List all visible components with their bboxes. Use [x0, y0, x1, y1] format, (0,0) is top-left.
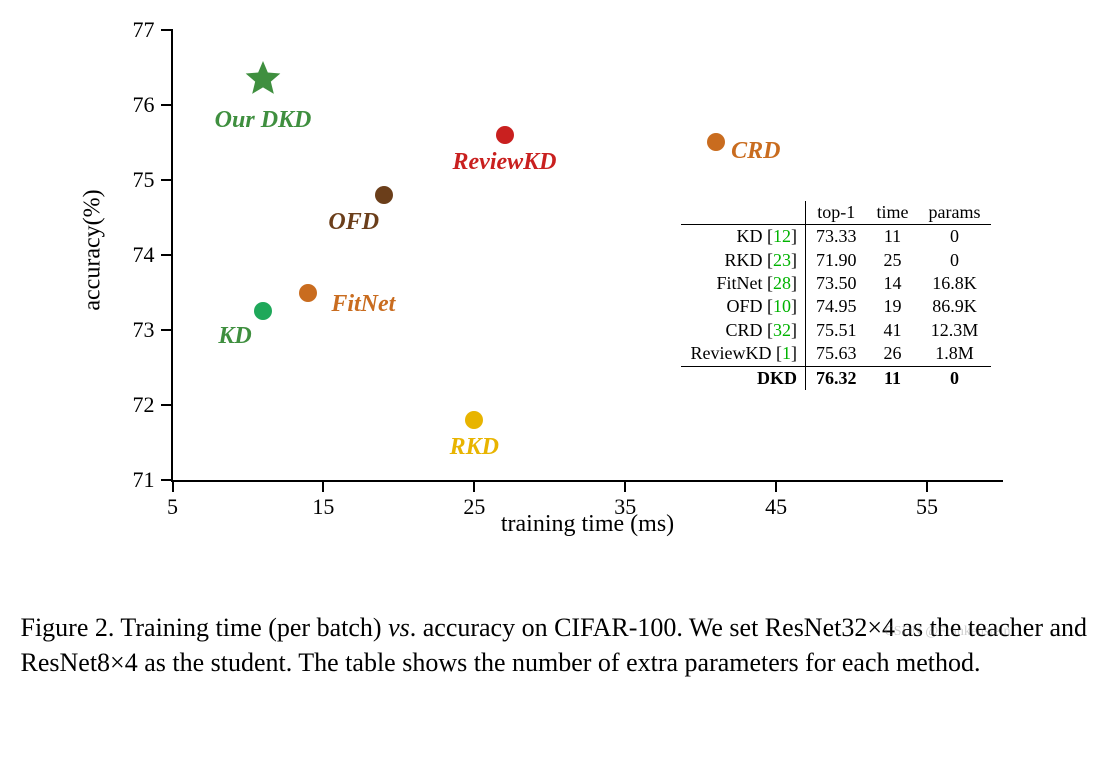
x-tick — [172, 480, 174, 492]
x-tick-label: 55 — [916, 494, 938, 520]
table-cell: 14 — [867, 272, 919, 295]
caption-prefix: Figure 2. Training time (per batch) — [21, 613, 389, 642]
table-row: KD [12]73.33110 — [681, 225, 991, 249]
point-label: OFD — [328, 209, 379, 236]
table-cell: 16.8K — [919, 272, 991, 295]
table-row-label: ReviewKD [1] — [681, 342, 806, 366]
point-label: FitNet — [331, 291, 395, 318]
table-cell: 19 — [867, 295, 919, 318]
point-marker-icon — [465, 411, 483, 429]
table-cell: 12.3M — [919, 319, 991, 342]
table-row-label: FitNet [28] — [681, 272, 806, 295]
y-axis-label: accuracy(%) — [79, 189, 106, 310]
point-marker-icon — [707, 133, 725, 151]
x-tick-label: 45 — [765, 494, 787, 520]
y-tick — [161, 179, 173, 181]
table-cell: 1.8M — [919, 342, 991, 366]
figure-container: accuracy(%) training time (ms) top-1time… — [21, 20, 1091, 680]
table-cell: 75.63 — [806, 342, 867, 366]
table-cell: 76.32 — [806, 366, 867, 390]
table-header-cell: time — [867, 201, 919, 225]
inset-table: top-1timeparamsKD [12]73.33110RKD [23]71… — [681, 201, 991, 390]
x-tick-label: 5 — [167, 494, 178, 520]
y-tick — [161, 254, 173, 256]
point-marker-icon — [254, 302, 272, 320]
table-cell: 74.95 — [806, 295, 867, 318]
table-row: CRD [32]75.514112.3M — [681, 319, 991, 342]
point-label: KD — [218, 323, 251, 350]
point-label: RKD — [450, 434, 499, 461]
inset-table-content: top-1timeparamsKD [12]73.33110RKD [23]71… — [681, 201, 991, 390]
caption-vs: vs — [388, 613, 410, 642]
table-row-label: DKD — [681, 366, 806, 390]
point-label: ReviewKD — [453, 149, 557, 176]
x-tick-label: 35 — [614, 494, 636, 520]
table-row-label: KD [12] — [681, 225, 806, 249]
table-row: DKD76.32110 — [681, 366, 991, 390]
point-label: Our DKD — [215, 107, 312, 134]
table-row: ReviewKD [1]75.63261.8M — [681, 342, 991, 366]
star-marker-icon — [243, 59, 283, 104]
x-tick — [775, 480, 777, 492]
table-row-label: RKD [23] — [681, 249, 806, 272]
x-tick — [624, 480, 626, 492]
scatter-chart: accuracy(%) training time (ms) top-1time… — [61, 20, 1041, 540]
table-row-label: CRD [32] — [681, 319, 806, 342]
table-cell: 73.33 — [806, 225, 867, 249]
table-cell: 0 — [919, 366, 991, 390]
table-cell: 71.90 — [806, 249, 867, 272]
point-marker-icon — [299, 284, 317, 302]
point-marker-icon — [496, 126, 514, 144]
table-row: RKD [23]71.90250 — [681, 249, 991, 272]
table-cell: 25 — [867, 249, 919, 272]
table-cell: 86.9K — [919, 295, 991, 318]
y-tick — [161, 329, 173, 331]
y-tick — [161, 29, 173, 31]
table-cell: 0 — [919, 225, 991, 249]
table-header-cell — [681, 201, 806, 225]
plot-area: training time (ms) top-1timeparamsKD [12… — [171, 30, 1003, 482]
table-cell: 41 — [867, 319, 919, 342]
y-tick-label: 74 — [133, 242, 155, 268]
y-tick — [161, 404, 173, 406]
table-row: OFD [10]74.951986.9K — [681, 295, 991, 318]
table-cell: 11 — [867, 366, 919, 390]
point-marker-icon — [375, 186, 393, 204]
table-header-cell: params — [919, 201, 991, 225]
table-cell: 75.51 — [806, 319, 867, 342]
y-tick-label: 73 — [133, 317, 155, 343]
y-tick — [161, 104, 173, 106]
x-tick — [926, 480, 928, 492]
y-tick-label: 75 — [133, 167, 155, 193]
y-tick-label: 71 — [133, 467, 155, 493]
table-cell: 26 — [867, 342, 919, 366]
y-tick-label: 72 — [133, 392, 155, 418]
x-tick — [322, 480, 324, 492]
table-row: FitNet [28]73.501416.8K — [681, 272, 991, 295]
x-axis-label: training time (ms) — [501, 511, 674, 538]
y-tick-label: 77 — [133, 17, 155, 43]
y-tick-label: 76 — [133, 92, 155, 118]
table-cell: 0 — [919, 249, 991, 272]
x-tick — [473, 480, 475, 492]
table-cell: 11 — [867, 225, 919, 249]
table-header-cell: top-1 — [806, 201, 867, 225]
x-tick-label: 15 — [312, 494, 334, 520]
figure-caption: Figure 2. Training time (per batch) vs. … — [21, 610, 1091, 680]
point-label: CRD — [731, 138, 780, 165]
x-tick-label: 25 — [463, 494, 485, 520]
table-cell: 73.50 — [806, 272, 867, 295]
table-row-label: OFD [10] — [681, 295, 806, 318]
